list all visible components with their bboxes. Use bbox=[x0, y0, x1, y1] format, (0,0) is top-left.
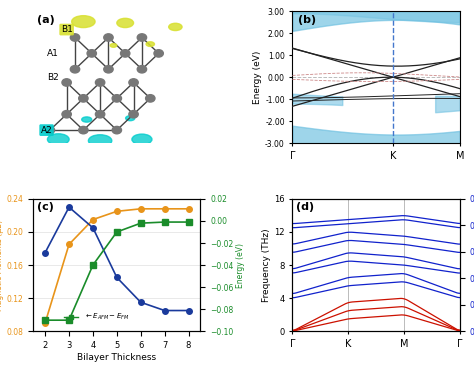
X-axis label: Bilayer Thickness: Bilayer Thickness bbox=[77, 353, 156, 362]
Circle shape bbox=[45, 126, 55, 134]
Ellipse shape bbox=[146, 42, 155, 46]
Ellipse shape bbox=[88, 135, 112, 146]
Circle shape bbox=[112, 126, 121, 134]
Ellipse shape bbox=[47, 134, 69, 145]
Circle shape bbox=[104, 34, 113, 41]
Circle shape bbox=[129, 110, 138, 118]
Ellipse shape bbox=[169, 23, 182, 31]
Ellipse shape bbox=[82, 117, 92, 122]
Text: (c): (c) bbox=[36, 202, 54, 212]
Circle shape bbox=[79, 126, 88, 134]
Circle shape bbox=[95, 79, 105, 86]
Circle shape bbox=[62, 79, 71, 86]
Circle shape bbox=[70, 34, 80, 41]
Text: B1: B1 bbox=[61, 25, 73, 34]
Ellipse shape bbox=[110, 43, 117, 47]
Circle shape bbox=[95, 110, 105, 118]
Ellipse shape bbox=[117, 18, 134, 28]
Circle shape bbox=[62, 110, 71, 118]
Circle shape bbox=[87, 50, 96, 57]
Text: (a): (a) bbox=[36, 15, 55, 25]
Circle shape bbox=[112, 95, 121, 102]
Y-axis label: Frequency (THz): Frequency (THz) bbox=[263, 228, 272, 302]
Text: A2: A2 bbox=[41, 125, 53, 135]
Text: A1: A1 bbox=[47, 49, 59, 58]
Circle shape bbox=[79, 95, 88, 102]
Circle shape bbox=[146, 95, 155, 102]
Circle shape bbox=[104, 66, 113, 73]
Circle shape bbox=[154, 50, 164, 57]
Text: (b): (b) bbox=[298, 15, 316, 25]
Ellipse shape bbox=[126, 116, 135, 121]
Y-axis label: Energy (eV): Energy (eV) bbox=[253, 50, 262, 104]
Text: (d): (d) bbox=[296, 202, 314, 212]
Circle shape bbox=[137, 34, 146, 41]
Y-axis label: Energy (eV): Energy (eV) bbox=[237, 243, 246, 287]
Circle shape bbox=[70, 66, 80, 73]
Y-axis label: Magnetic Moments (μB): Magnetic Moments (μB) bbox=[0, 219, 4, 311]
Legend: $\leftarrow E_{AFM}-E_{FM}$: $\leftarrow E_{AFM}-E_{FM}$ bbox=[62, 309, 132, 325]
Circle shape bbox=[120, 50, 130, 57]
Circle shape bbox=[137, 66, 146, 73]
Ellipse shape bbox=[132, 134, 152, 145]
Ellipse shape bbox=[72, 16, 95, 28]
Text: B2: B2 bbox=[47, 73, 59, 82]
Circle shape bbox=[129, 79, 138, 86]
